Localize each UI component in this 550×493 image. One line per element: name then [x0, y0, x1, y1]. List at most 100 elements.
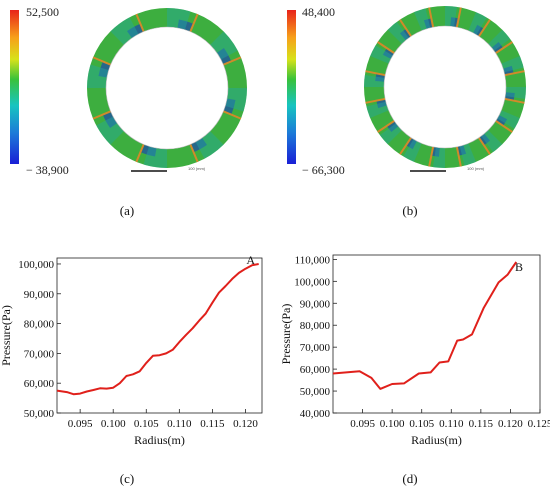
- ring-b-seam: [495, 41, 513, 54]
- ring-b-seam: [504, 70, 525, 77]
- y-tick-label: 110,000: [295, 254, 331, 266]
- ring-b-stress-zone: [478, 133, 491, 146]
- plot-frame: [332, 254, 541, 414]
- ring-b-transition-zone: [432, 147, 445, 168]
- ring-b-seam: [377, 41, 395, 54]
- ring-b-transition-zone: [387, 21, 409, 44]
- ring-b-seam: [428, 146, 435, 167]
- ring-b-transition-zone: [414, 8, 431, 31]
- ring-b-stress-zone: [423, 18, 434, 29]
- y-tick-label: 60,000: [24, 378, 55, 390]
- ring-b-transition-zone: [497, 110, 520, 129]
- caption-b: (b): [402, 203, 417, 218]
- ring-b-transition-zone: [481, 130, 503, 153]
- ring-b-stress-zone: [456, 145, 467, 156]
- plot-frame: [56, 257, 263, 414]
- colorbar-a: [10, 10, 19, 164]
- ring-b-stress-zone: [406, 137, 417, 150]
- x-axis-label: Radius(m): [134, 433, 185, 447]
- ring-a-seam: [189, 143, 199, 163]
- ring-a-stress-zone: [102, 111, 118, 128]
- ring-a-transition-zone: [195, 131, 224, 159]
- x-tick-label: 0.100: [101, 418, 126, 430]
- ring-b-stress-zone: [382, 48, 395, 59]
- ring-a-seam: [135, 143, 145, 163]
- ring-b-stress-zone: [503, 65, 514, 76]
- ring-b-stress-zone: [376, 98, 387, 109]
- x-tick-label: 0.095: [350, 418, 375, 430]
- y-tick-label: 100,000: [294, 276, 330, 288]
- x-tick-label: 0.110: [439, 418, 464, 430]
- stress-ring-b: [364, 6, 526, 168]
- colorbar-a-max-label: 52,500: [26, 5, 59, 19]
- ring-a-ring-base: [87, 8, 247, 168]
- colorbar-b-min-label: − 66,300: [302, 163, 345, 177]
- ring-b-seam: [365, 97, 386, 104]
- ring-a-inner-bore: [105, 26, 229, 150]
- y-tick-label: 50,000: [24, 408, 55, 420]
- ring-a-transition-zone: [96, 116, 124, 145]
- x-tick-label: 0.125: [528, 418, 550, 430]
- ring-a-stress-zone: [216, 48, 232, 65]
- ring-b-seam: [455, 146, 462, 167]
- ring-b-seam: [504, 97, 525, 104]
- colorbar-b-max-label: 48,400: [302, 5, 335, 19]
- x-tick-label: 0.120: [498, 418, 523, 430]
- x-tick-label: 0.105: [409, 418, 434, 430]
- y-tick-label: 60,000: [300, 364, 331, 376]
- y-axis-label: Pressure(Pa): [279, 304, 293, 365]
- ring-b-stress-zone: [473, 24, 484, 37]
- point-annotation: A: [246, 253, 255, 267]
- ring-b-transition-zone: [364, 74, 385, 87]
- stress-ring-a: [87, 8, 247, 168]
- y-tick-label: 90,000: [300, 298, 331, 310]
- ring-b-seam: [478, 19, 491, 37]
- ring-b-transition-zone: [445, 6, 458, 27]
- pressure-series-line: [56, 263, 259, 396]
- y-tick-label: 80,000: [24, 319, 55, 331]
- ring-b-seam: [377, 120, 395, 133]
- y-tick-label: 80,000: [300, 320, 331, 332]
- scale-bar-a-label: 100 (mm): [188, 166, 206, 171]
- chart-d: 40,000 50,000 60,000 70,000 80,000 90,000 100,…: [279, 254, 550, 447]
- ring-b-transition-zone: [505, 87, 526, 100]
- ring-b-seam: [428, 7, 435, 28]
- ring-b-seam: [399, 19, 412, 37]
- caption-a: (a): [120, 203, 134, 218]
- ring-a-seam: [222, 56, 242, 66]
- x-tick-label: 0.110: [167, 418, 192, 430]
- y-axis-label: Pressure(Pa): [0, 305, 13, 366]
- ring-a-seam: [222, 110, 242, 120]
- ring-a-stress-zone: [190, 137, 207, 153]
- ring-b-transition-zone: [468, 12, 487, 35]
- chart-c: 50,000 60,000 70,000 80,000 90,000 100,000 0.0…: [0, 253, 263, 447]
- ring-b-stress-zone: [386, 120, 399, 133]
- y-tick-label: 70,000: [300, 342, 331, 354]
- ring-a-seam: [92, 110, 112, 120]
- scale-bar-b-label: 100 (mm): [467, 166, 485, 171]
- x-tick-label: 0.105: [134, 418, 159, 430]
- y-tick-label: 70,000: [24, 348, 55, 360]
- ring-b-transition-zone: [379, 123, 402, 145]
- ring-b-stress-zone: [491, 41, 504, 54]
- pressure-series-line: [332, 261, 518, 390]
- x-tick-label: 0.120: [233, 418, 258, 430]
- caption-d: (d): [402, 471, 417, 486]
- ring-b-transition-zone: [403, 139, 422, 162]
- colorbar-a-min-label: − 38,900: [26, 163, 69, 177]
- panel-b: 48,400 − 66,300 100 (mm) (b): [287, 5, 526, 218]
- y-tick-label: 50,000: [300, 386, 331, 398]
- ring-a-transition-zone: [87, 64, 109, 88]
- ring-a-transition-zone: [143, 146, 167, 168]
- x-tick-label: 0.100: [380, 418, 405, 430]
- ring-b-seam: [399, 137, 412, 155]
- ring-a-seam: [189, 13, 199, 33]
- ring-a-transition-zone: [210, 31, 238, 60]
- y-tick-label: 90,000: [24, 289, 55, 301]
- x-axis-label: Radius(m): [411, 433, 462, 447]
- ring-a-stress-zone: [127, 23, 144, 39]
- ring-b-stress-zone: [399, 28, 412, 41]
- ring-b-seam: [455, 7, 462, 28]
- x-tick-label: 0.115: [469, 418, 494, 430]
- ring-b-transition-zone: [366, 101, 389, 118]
